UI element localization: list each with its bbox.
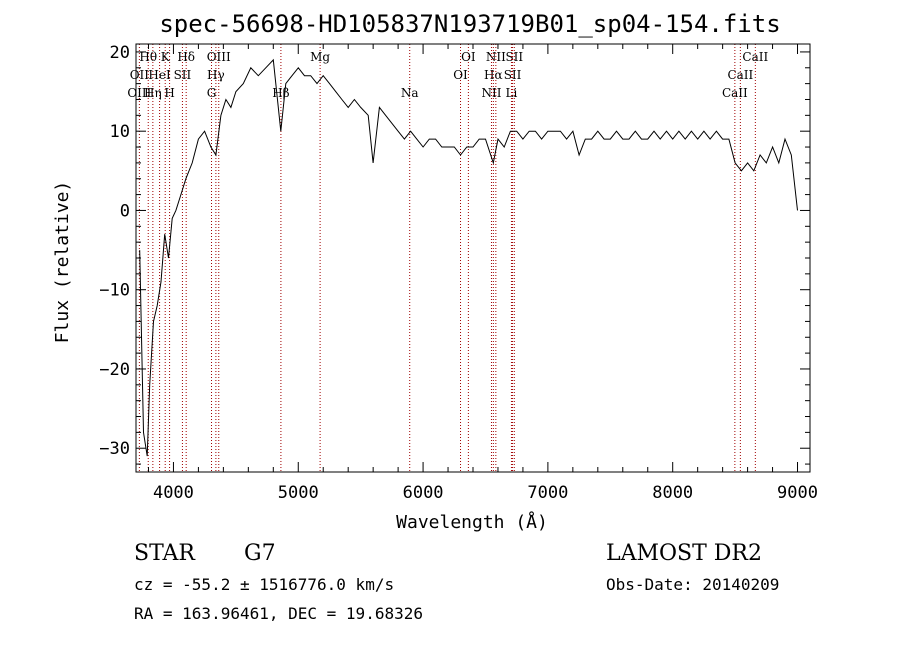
x-axis: 4000 5000 6000 7000 8000 9000	[147, 44, 818, 503]
spectral-line-label: Hα	[484, 68, 503, 82]
y-tick-label: 10	[110, 122, 130, 142]
y-axis: −30 −20 −10 0 10 20	[99, 43, 810, 465]
x-tick-label: 7000	[527, 483, 568, 503]
y-tick-label: 20	[110, 43, 130, 63]
spectrum-line	[139, 58, 798, 457]
x-tick-label: 9000	[777, 483, 818, 503]
spectral-line-label: Na	[401, 86, 419, 100]
spectral-line-label: K	[161, 50, 171, 64]
y-tick-label: 0	[120, 201, 130, 221]
spectral-line-label: G	[207, 86, 217, 100]
spectral-line-label: H	[164, 86, 174, 100]
coordinates: RA = 163.96461, DEC = 19.68326	[134, 604, 423, 623]
obs-date: Obs-Date: 20140209	[606, 575, 779, 594]
velocity-readout: cz = -55.2 ± 1516776.0 km/s	[134, 575, 394, 594]
spectral-line-label: Hη	[144, 86, 162, 100]
spectral-line-label: CaII	[722, 86, 748, 100]
spectral-line-label: Mg	[310, 50, 330, 64]
chart-title: spec-56698-HD105837N193719B01_sp04-154.f…	[159, 10, 780, 38]
spectral-line-label: Hδ	[177, 50, 195, 64]
spectral-line-label: CaII	[742, 50, 768, 64]
x-tick-label: 4000	[153, 483, 194, 503]
x-tick-label: 6000	[403, 483, 444, 503]
spectral-line-label: CaII	[727, 68, 753, 82]
y-tick-label: −10	[99, 281, 130, 301]
spectral-line-label: OIII	[127, 86, 151, 100]
y-axis-label: Flux (relative)	[52, 181, 73, 344]
spectral-line-label: OI	[461, 50, 476, 64]
spectral-line-label: SII	[505, 50, 523, 64]
object-class: STAR	[134, 541, 196, 566]
spectral-line-label: OII	[130, 68, 150, 82]
y-tick-label: −20	[99, 360, 130, 380]
spectral-line-label: SII	[504, 68, 522, 82]
spectral-line-label: Hγ	[207, 68, 225, 82]
plot-frame	[135, 43, 811, 473]
spectral-line-label: Li	[506, 86, 518, 100]
spectral-line-label: SII	[174, 68, 192, 82]
spectral-line-label: OI	[453, 68, 468, 82]
spectral-line-label: Hβ	[272, 86, 289, 100]
y-tick-label: −30	[99, 439, 130, 459]
x-tick-label: 5000	[278, 483, 319, 503]
spectral-line-label: HeI	[148, 68, 171, 82]
spectral-line-label: OIII	[207, 50, 231, 64]
x-tick-label: 8000	[652, 483, 693, 503]
x-axis-label: Wavelength (Å)	[396, 511, 548, 533]
spectral-line-label: NII	[486, 50, 506, 64]
spectral-line-label: NII	[481, 86, 501, 100]
object-subclass: G7	[244, 541, 276, 566]
survey-name: LAMOST DR2	[606, 541, 762, 566]
